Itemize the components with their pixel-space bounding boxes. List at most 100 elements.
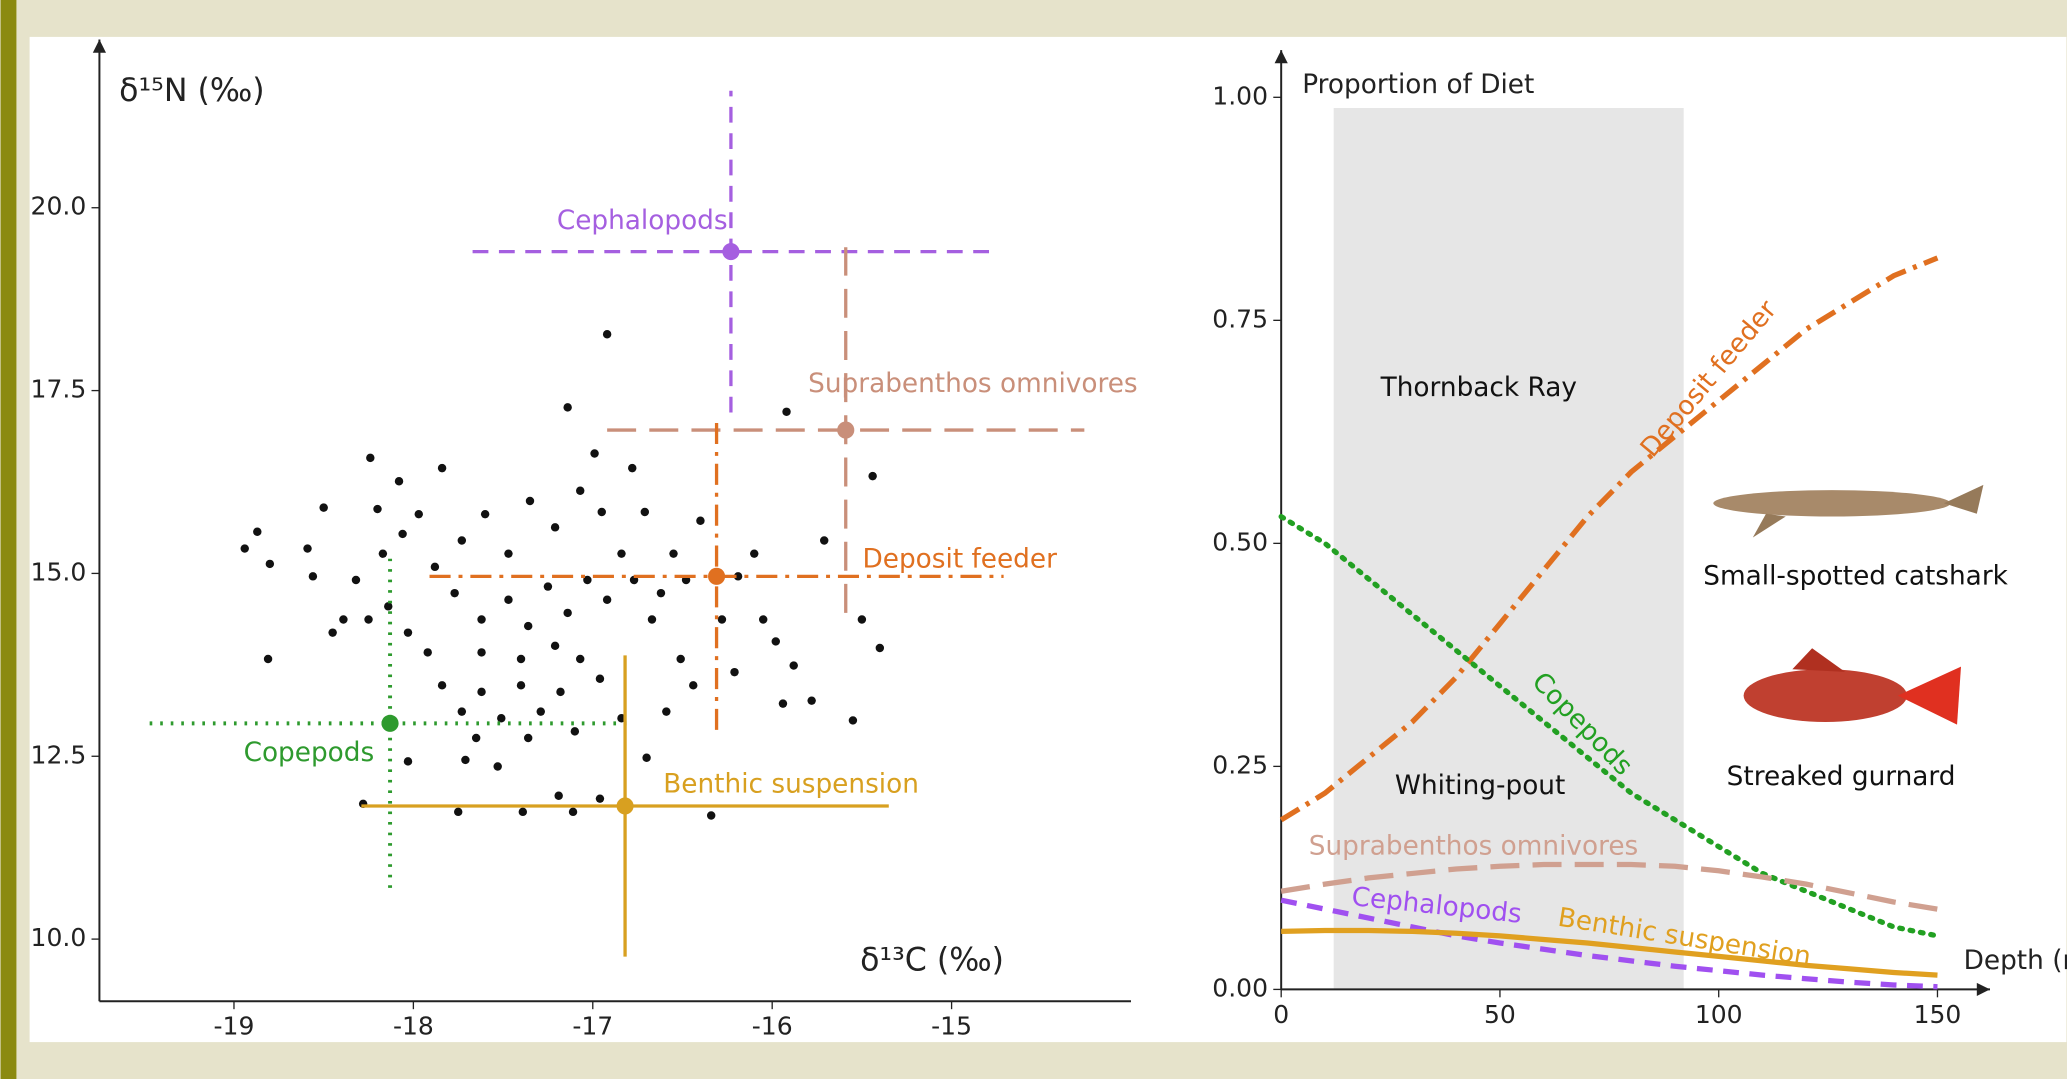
- data-point: [544, 582, 552, 590]
- data-point: [266, 560, 274, 568]
- source-label: Suprabenthos omnivores: [808, 369, 1137, 399]
- data-point: [438, 681, 446, 689]
- data-point: [379, 549, 387, 557]
- data-point: [352, 576, 360, 584]
- page: -19-18-17-16-1510.012.515.017.520.0δ¹³C …: [0, 0, 2067, 1079]
- x-tick-label: 0: [1273, 1000, 1289, 1029]
- data-point: [477, 615, 485, 623]
- data-point: [642, 754, 650, 762]
- y-axis-label: δ¹⁵N (‰): [119, 73, 264, 109]
- data-point: [628, 464, 636, 472]
- data-point: [481, 510, 489, 518]
- x-tick-label: -16: [752, 1012, 793, 1041]
- data-point: [782, 408, 790, 416]
- data-point: [404, 757, 412, 765]
- data-point: [730, 668, 738, 676]
- data-point: [718, 615, 726, 623]
- x-axis-label: δ¹³C (‰): [860, 943, 1004, 979]
- data-point: [366, 454, 374, 462]
- data-point: [669, 549, 677, 557]
- data-point: [820, 536, 828, 544]
- data-point: [596, 794, 604, 802]
- data-point: [404, 628, 412, 636]
- data-point: [493, 762, 501, 770]
- data-point: [563, 609, 571, 617]
- data-point: [373, 505, 381, 513]
- fish-caption: Small-spotted catshark: [1703, 562, 2008, 592]
- data-point: [472, 734, 480, 742]
- data-point: [554, 792, 562, 800]
- data-point: [450, 589, 458, 597]
- data-point: [264, 655, 272, 663]
- data-point: [517, 681, 525, 689]
- data-point: [849, 716, 857, 724]
- data-point: [617, 549, 625, 557]
- source-mean: [708, 568, 725, 585]
- x-tick-label: -19: [214, 1012, 255, 1041]
- data-point: [696, 517, 704, 525]
- data-point: [576, 655, 584, 663]
- data-point: [309, 572, 317, 580]
- data-point: [689, 681, 697, 689]
- data-point: [524, 622, 532, 630]
- y-tick-label: 10.0: [31, 923, 87, 952]
- y-tick-label: 0.25: [1212, 750, 1268, 779]
- data-point: [415, 510, 423, 518]
- data-point: [504, 596, 512, 604]
- y-tick-label: 0.50: [1212, 527, 1268, 556]
- source-mean: [617, 797, 634, 814]
- data-point: [458, 536, 466, 544]
- data-point: [569, 808, 577, 816]
- x-tick-label: 50: [1484, 1000, 1516, 1029]
- source-label: Copepods: [244, 738, 375, 768]
- data-point: [303, 544, 311, 552]
- y-tick-label: 0.00: [1212, 973, 1268, 1002]
- data-point: [676, 655, 684, 663]
- data-point: [524, 734, 532, 742]
- data-point: [438, 464, 446, 472]
- data-point: [458, 707, 466, 715]
- data-point: [603, 596, 611, 604]
- data-point: [750, 549, 758, 557]
- data-point: [590, 449, 598, 457]
- data-point: [241, 544, 249, 552]
- data-point: [339, 615, 347, 623]
- data-point: [868, 472, 876, 480]
- x-tick-label: 100: [1695, 1000, 1743, 1029]
- fish-caption: Streaked gurnard: [1727, 762, 1956, 792]
- data-point: [477, 688, 485, 696]
- data-point: [858, 615, 866, 623]
- data-point: [517, 655, 525, 663]
- x-tick-label: 150: [1914, 1000, 1962, 1029]
- x-tick-label: -15: [931, 1012, 972, 1041]
- fish-caption: Thornback Ray: [1380, 373, 1577, 403]
- figure: -19-18-17-16-1510.012.515.017.520.0δ¹³C …: [0, 0, 2067, 1079]
- data-point: [477, 648, 485, 656]
- x-tick-label: -17: [572, 1012, 613, 1041]
- data-point: [551, 642, 559, 650]
- data-point: [598, 508, 606, 516]
- data-point: [398, 530, 406, 538]
- y-tick-label: 20.0: [31, 192, 87, 221]
- data-point: [431, 563, 439, 571]
- y-axis-label: Proportion of Diet: [1302, 70, 1534, 100]
- data-point: [657, 589, 665, 597]
- data-point: [603, 330, 611, 338]
- data-point: [662, 707, 670, 715]
- data-point: [551, 523, 559, 531]
- data-point: [571, 727, 579, 735]
- side-strip: [1, 0, 17, 1079]
- y-tick-label: 15.0: [31, 557, 87, 586]
- data-point: [537, 707, 545, 715]
- panel: [30, 37, 2067, 1042]
- x-axis-label: Depth (m): [1964, 946, 2067, 976]
- data-point: [563, 403, 571, 411]
- source-mean: [722, 243, 739, 260]
- data-point: [556, 688, 564, 696]
- data-point: [454, 808, 462, 816]
- y-tick-label: 17.5: [31, 375, 87, 404]
- data-point: [519, 808, 527, 816]
- data-point: [707, 811, 715, 819]
- data-point: [648, 615, 656, 623]
- data-point: [461, 756, 469, 764]
